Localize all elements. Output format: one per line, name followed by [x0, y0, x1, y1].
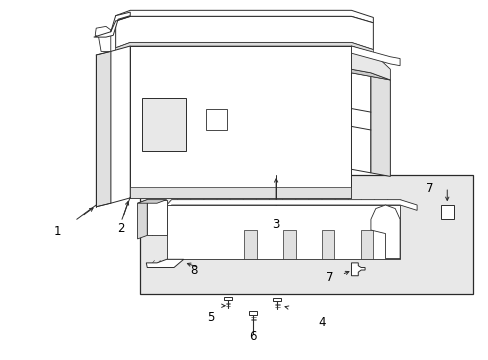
- Text: 4: 4: [318, 316, 325, 329]
- Polygon shape: [130, 46, 351, 198]
- Polygon shape: [95, 26, 111, 51]
- Bar: [273, 298, 281, 301]
- Polygon shape: [137, 200, 147, 239]
- Polygon shape: [370, 205, 399, 258]
- Polygon shape: [116, 10, 372, 23]
- Text: 7: 7: [325, 271, 333, 284]
- Polygon shape: [244, 230, 256, 258]
- Polygon shape: [166, 205, 399, 258]
- Polygon shape: [94, 12, 130, 37]
- Polygon shape: [351, 69, 389, 80]
- Text: 6: 6: [248, 330, 256, 343]
- Polygon shape: [322, 230, 334, 258]
- Polygon shape: [137, 200, 166, 203]
- Circle shape: [147, 87, 151, 90]
- Bar: [224, 297, 231, 300]
- Polygon shape: [351, 46, 389, 80]
- Bar: [249, 311, 257, 315]
- Circle shape: [142, 91, 146, 94]
- Text: 1: 1: [54, 225, 61, 238]
- Circle shape: [142, 86, 146, 89]
- Polygon shape: [116, 17, 372, 50]
- Polygon shape: [440, 205, 453, 219]
- Polygon shape: [351, 46, 399, 66]
- Polygon shape: [130, 187, 351, 198]
- Text: 3: 3: [272, 218, 279, 231]
- Text: 8: 8: [189, 264, 197, 276]
- Polygon shape: [142, 98, 186, 152]
- Bar: [140, 175, 472, 294]
- Bar: [359, 150, 373, 166]
- Polygon shape: [116, 42, 372, 53]
- Polygon shape: [351, 263, 365, 276]
- Polygon shape: [205, 109, 227, 130]
- Polygon shape: [351, 73, 370, 173]
- Polygon shape: [166, 200, 416, 210]
- Text: 5: 5: [206, 311, 214, 324]
- Polygon shape: [96, 51, 111, 207]
- Polygon shape: [147, 200, 166, 235]
- Circle shape: [147, 93, 151, 96]
- Polygon shape: [370, 76, 389, 176]
- Polygon shape: [146, 259, 183, 267]
- Text: 2: 2: [117, 222, 124, 235]
- Polygon shape: [111, 46, 130, 203]
- Polygon shape: [283, 230, 295, 258]
- Polygon shape: [361, 230, 372, 258]
- Text: 7: 7: [425, 183, 432, 195]
